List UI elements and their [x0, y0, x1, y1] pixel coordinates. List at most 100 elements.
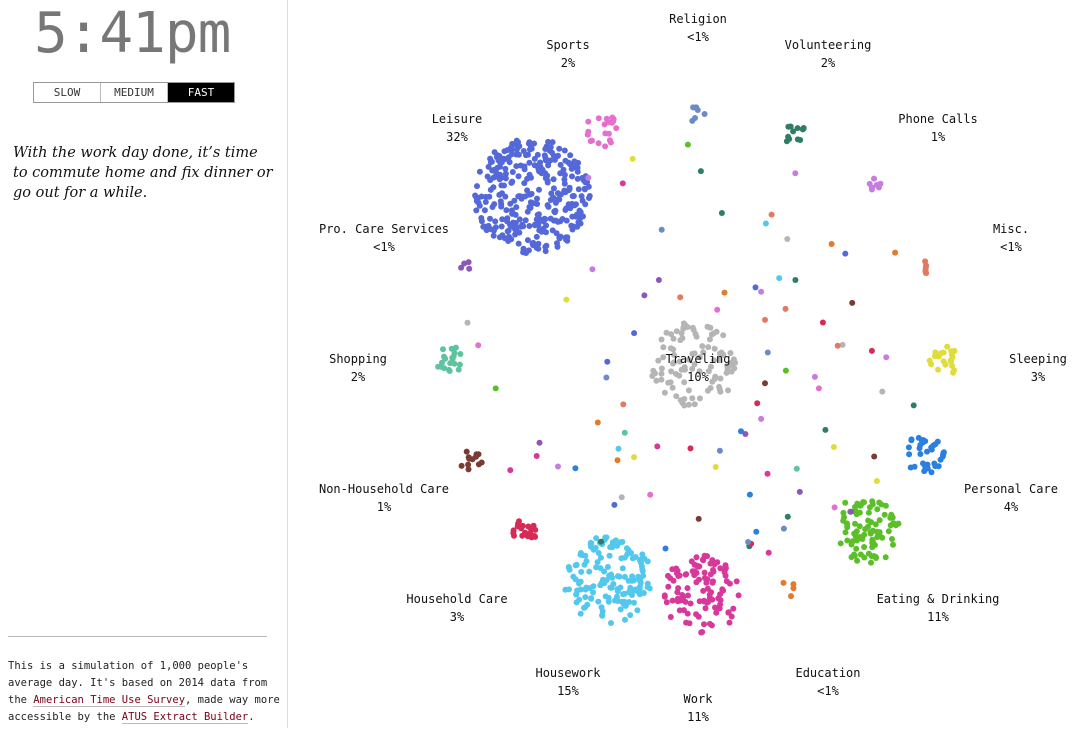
person-dot: [667, 345, 674, 352]
person-dot: [873, 478, 880, 484]
person-dot: [584, 601, 591, 608]
person-dot: [660, 344, 667, 351]
person-dot: [473, 207, 480, 214]
person-dot: [693, 554, 700, 561]
activity-name: Non-Household Care: [318, 482, 450, 496]
person-dot: [463, 448, 470, 455]
person-dot: [614, 457, 621, 464]
person-dot: [516, 216, 523, 223]
dot-cluster-household-care: [510, 518, 539, 541]
person-dot: [784, 513, 791, 520]
activity-label-personal-care: Personal Care 4%: [964, 480, 1058, 516]
person-dot: [512, 220, 519, 226]
person-dot: [695, 613, 702, 620]
activity-name: Pro. Care Services: [318, 222, 450, 236]
person-dot: [682, 571, 689, 578]
person-dot: [932, 441, 939, 448]
person-dot: [655, 277, 662, 283]
person-dot: [516, 518, 522, 525]
person-dot: [528, 143, 534, 150]
dot-cluster-sports: [584, 114, 620, 150]
person-dot: [509, 210, 516, 217]
person-dot: [571, 161, 578, 168]
person-dot: [711, 345, 718, 352]
person-dot: [440, 346, 446, 353]
person-dot: [515, 139, 522, 146]
person-dot: [661, 389, 668, 396]
person-dot: [671, 359, 677, 366]
person-dot: [502, 170, 509, 177]
person-dot: [658, 376, 665, 383]
person-dot: [720, 351, 727, 358]
speed-control: SLOW MEDIUM FAST: [33, 82, 235, 103]
person-dot: [717, 388, 724, 395]
speed-fast-button[interactable]: FAST: [168, 83, 234, 102]
person-dot: [917, 451, 924, 457]
person-dot: [713, 609, 720, 616]
person-dot: [502, 175, 509, 182]
dot-cluster-work: [661, 552, 742, 636]
person-dot: [457, 351, 464, 357]
person-dot: [610, 581, 617, 587]
person-dot: [603, 374, 610, 381]
person-dot: [868, 553, 875, 560]
activity-label-eating-drinking: Eating & Drinking 11%: [877, 590, 1000, 626]
person-dot: [537, 159, 544, 166]
activity-name: Shopping: [329, 352, 387, 366]
person-dot: [500, 155, 507, 162]
person-dot: [701, 575, 708, 581]
person-dot: [879, 388, 886, 395]
person-dot: [811, 373, 818, 380]
person-dot: [684, 141, 691, 148]
person-dot: [888, 511, 895, 518]
person-dot: [665, 583, 672, 590]
person-dot: [928, 446, 935, 453]
person-dot: [644, 580, 651, 587]
person-dot: [583, 584, 590, 591]
person-dot: [932, 463, 939, 470]
speed-medium-button[interactable]: MEDIUM: [101, 83, 168, 102]
person-dot: [543, 222, 550, 229]
person-dot: [515, 193, 522, 200]
activity-label-sleeping: Sleeping 3%: [1009, 350, 1067, 386]
activity-label-traveling: Traveling 10%: [665, 350, 730, 386]
atus-extract-builder-link[interactable]: ATUS Extract Builder: [121, 711, 249, 724]
person-dot: [632, 586, 639, 593]
person-dot: [667, 379, 674, 386]
dot-cluster-misc: [922, 258, 930, 277]
person-dot: [466, 455, 473, 462]
person-dot: [613, 125, 620, 132]
person-dot: [478, 215, 485, 221]
person-dot: [658, 365, 665, 372]
person-dot: [852, 520, 858, 527]
person-dot: [606, 552, 613, 559]
person-dot: [794, 125, 801, 132]
activity-percent: 2%: [560, 56, 576, 70]
person-dot: [924, 461, 931, 468]
person-dot: [800, 125, 807, 131]
person-dot: [730, 605, 737, 612]
atus-link[interactable]: American Time Use Survey: [33, 694, 186, 707]
person-dot: [629, 155, 636, 162]
person-dot: [782, 305, 789, 312]
person-dot: [853, 545, 860, 552]
person-dot: [475, 342, 482, 349]
person-dot: [510, 530, 517, 536]
person-dot: [706, 620, 713, 627]
speed-slow-button[interactable]: SLOW: [34, 83, 101, 102]
person-dot: [669, 597, 676, 604]
person-dot: [499, 190, 505, 197]
person-dot: [574, 168, 581, 175]
person-dot: [619, 180, 626, 187]
person-dot: [562, 207, 569, 213]
person-dot: [475, 451, 482, 458]
person-dot: [784, 236, 791, 242]
person-dot: [561, 180, 568, 187]
person-dot: [625, 577, 632, 584]
person-dot: [569, 213, 576, 220]
activity-percent: 10%: [687, 370, 709, 384]
person-dot: [724, 365, 731, 372]
person-dot: [595, 140, 602, 147]
person-dot: [586, 568, 593, 575]
person-dot: [940, 358, 947, 365]
